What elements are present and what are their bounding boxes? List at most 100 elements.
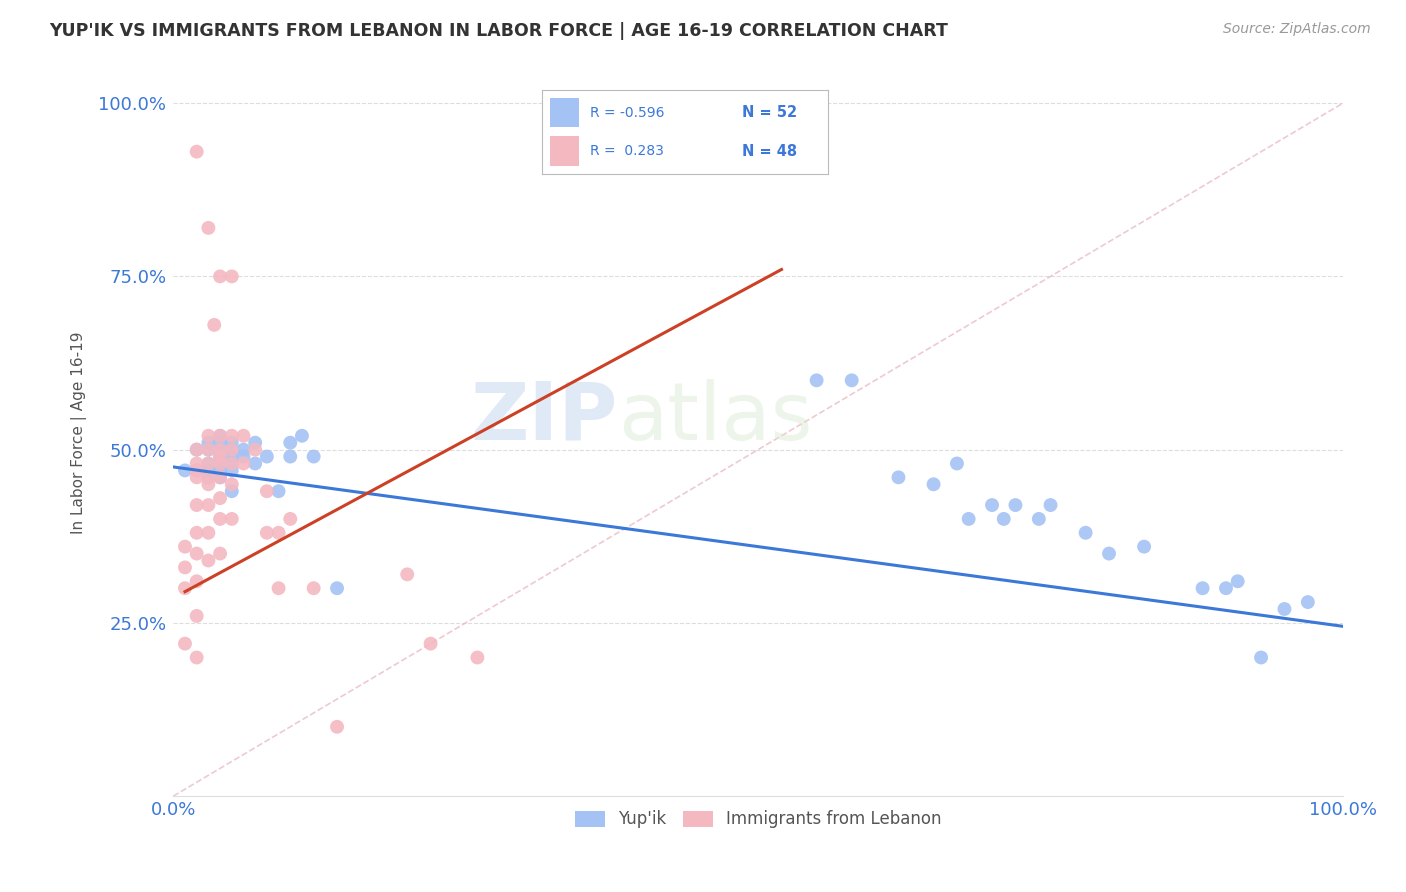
Point [243,457,266,471]
Point [186,525,208,540]
Point [209,442,232,457]
Point [1074,525,1097,540]
Point [186,442,208,457]
Point [221,457,243,471]
Point [221,484,243,499]
Point [1028,512,1050,526]
Point [267,525,290,540]
Point [197,457,219,471]
Point [186,574,208,589]
Point [202,318,225,332]
Point [197,442,219,457]
Y-axis label: In Labor Force | Age 16-19: In Labor Force | Age 16-19 [72,331,87,533]
Point [209,429,232,443]
Point [326,581,349,595]
Point [1191,581,1213,595]
Point [174,581,197,595]
Point [209,442,232,457]
Point [256,450,278,464]
Point [209,457,232,471]
Point [174,560,197,574]
Point [209,491,232,505]
Point [278,435,301,450]
Point [197,525,219,540]
Point [209,450,232,464]
Point [1226,574,1249,589]
Point [197,477,219,491]
Point [186,498,208,512]
Point [209,470,232,484]
Point [197,429,219,443]
Point [267,581,290,595]
Text: YUP'IK VS IMMIGRANTS FROM LEBANON IN LABOR FORCE | AGE 16-19 CORRELATION CHART: YUP'IK VS IMMIGRANTS FROM LEBANON IN LAB… [49,22,948,40]
Point [419,637,441,651]
Point [243,442,266,457]
Point [993,512,1015,526]
Point [267,484,290,499]
Point [186,457,208,471]
Point [174,540,197,554]
Point [278,512,301,526]
Point [841,373,863,387]
Point [232,450,254,464]
Point [209,457,232,471]
Point [467,650,489,665]
Point [302,581,325,595]
Point [197,220,219,235]
Point [243,435,266,450]
Point [1215,581,1237,595]
Point [957,512,980,526]
Point [221,442,243,457]
Point [221,477,243,491]
Point [326,720,349,734]
Point [221,463,243,477]
Point [221,450,243,464]
Point [221,512,243,526]
Point [922,477,945,491]
Point [946,457,969,471]
Text: Source: ZipAtlas.com: Source: ZipAtlas.com [1223,22,1371,37]
Text: ZIP: ZIP [471,379,617,457]
Point [186,463,208,477]
Point [981,498,1004,512]
Point [1250,650,1272,665]
Point [209,435,232,450]
Point [197,470,219,484]
Point [887,470,910,484]
Point [1039,498,1062,512]
Point [232,457,254,471]
Point [291,429,314,443]
Point [221,435,243,450]
Point [209,450,232,464]
Point [186,442,208,457]
Point [197,442,219,457]
Point [256,484,278,499]
Point [174,463,197,477]
Text: atlas: atlas [617,379,813,457]
Point [1296,595,1319,609]
Point [197,498,219,512]
Point [221,269,243,284]
Point [186,463,208,477]
Point [197,553,219,567]
Point [209,547,232,561]
Point [221,429,243,443]
Point [1274,602,1296,616]
Point [186,609,208,624]
Point [197,457,219,471]
Point [209,470,232,484]
Point [232,442,254,457]
Point [1133,540,1156,554]
Point [209,512,232,526]
Point [278,450,301,464]
Point [186,650,208,665]
Point [186,470,208,484]
Point [174,637,197,651]
Point [396,567,419,582]
Point [1004,498,1026,512]
Point [186,547,208,561]
Point [221,442,243,457]
Point [221,457,243,471]
Point [806,373,828,387]
Point [186,145,208,159]
